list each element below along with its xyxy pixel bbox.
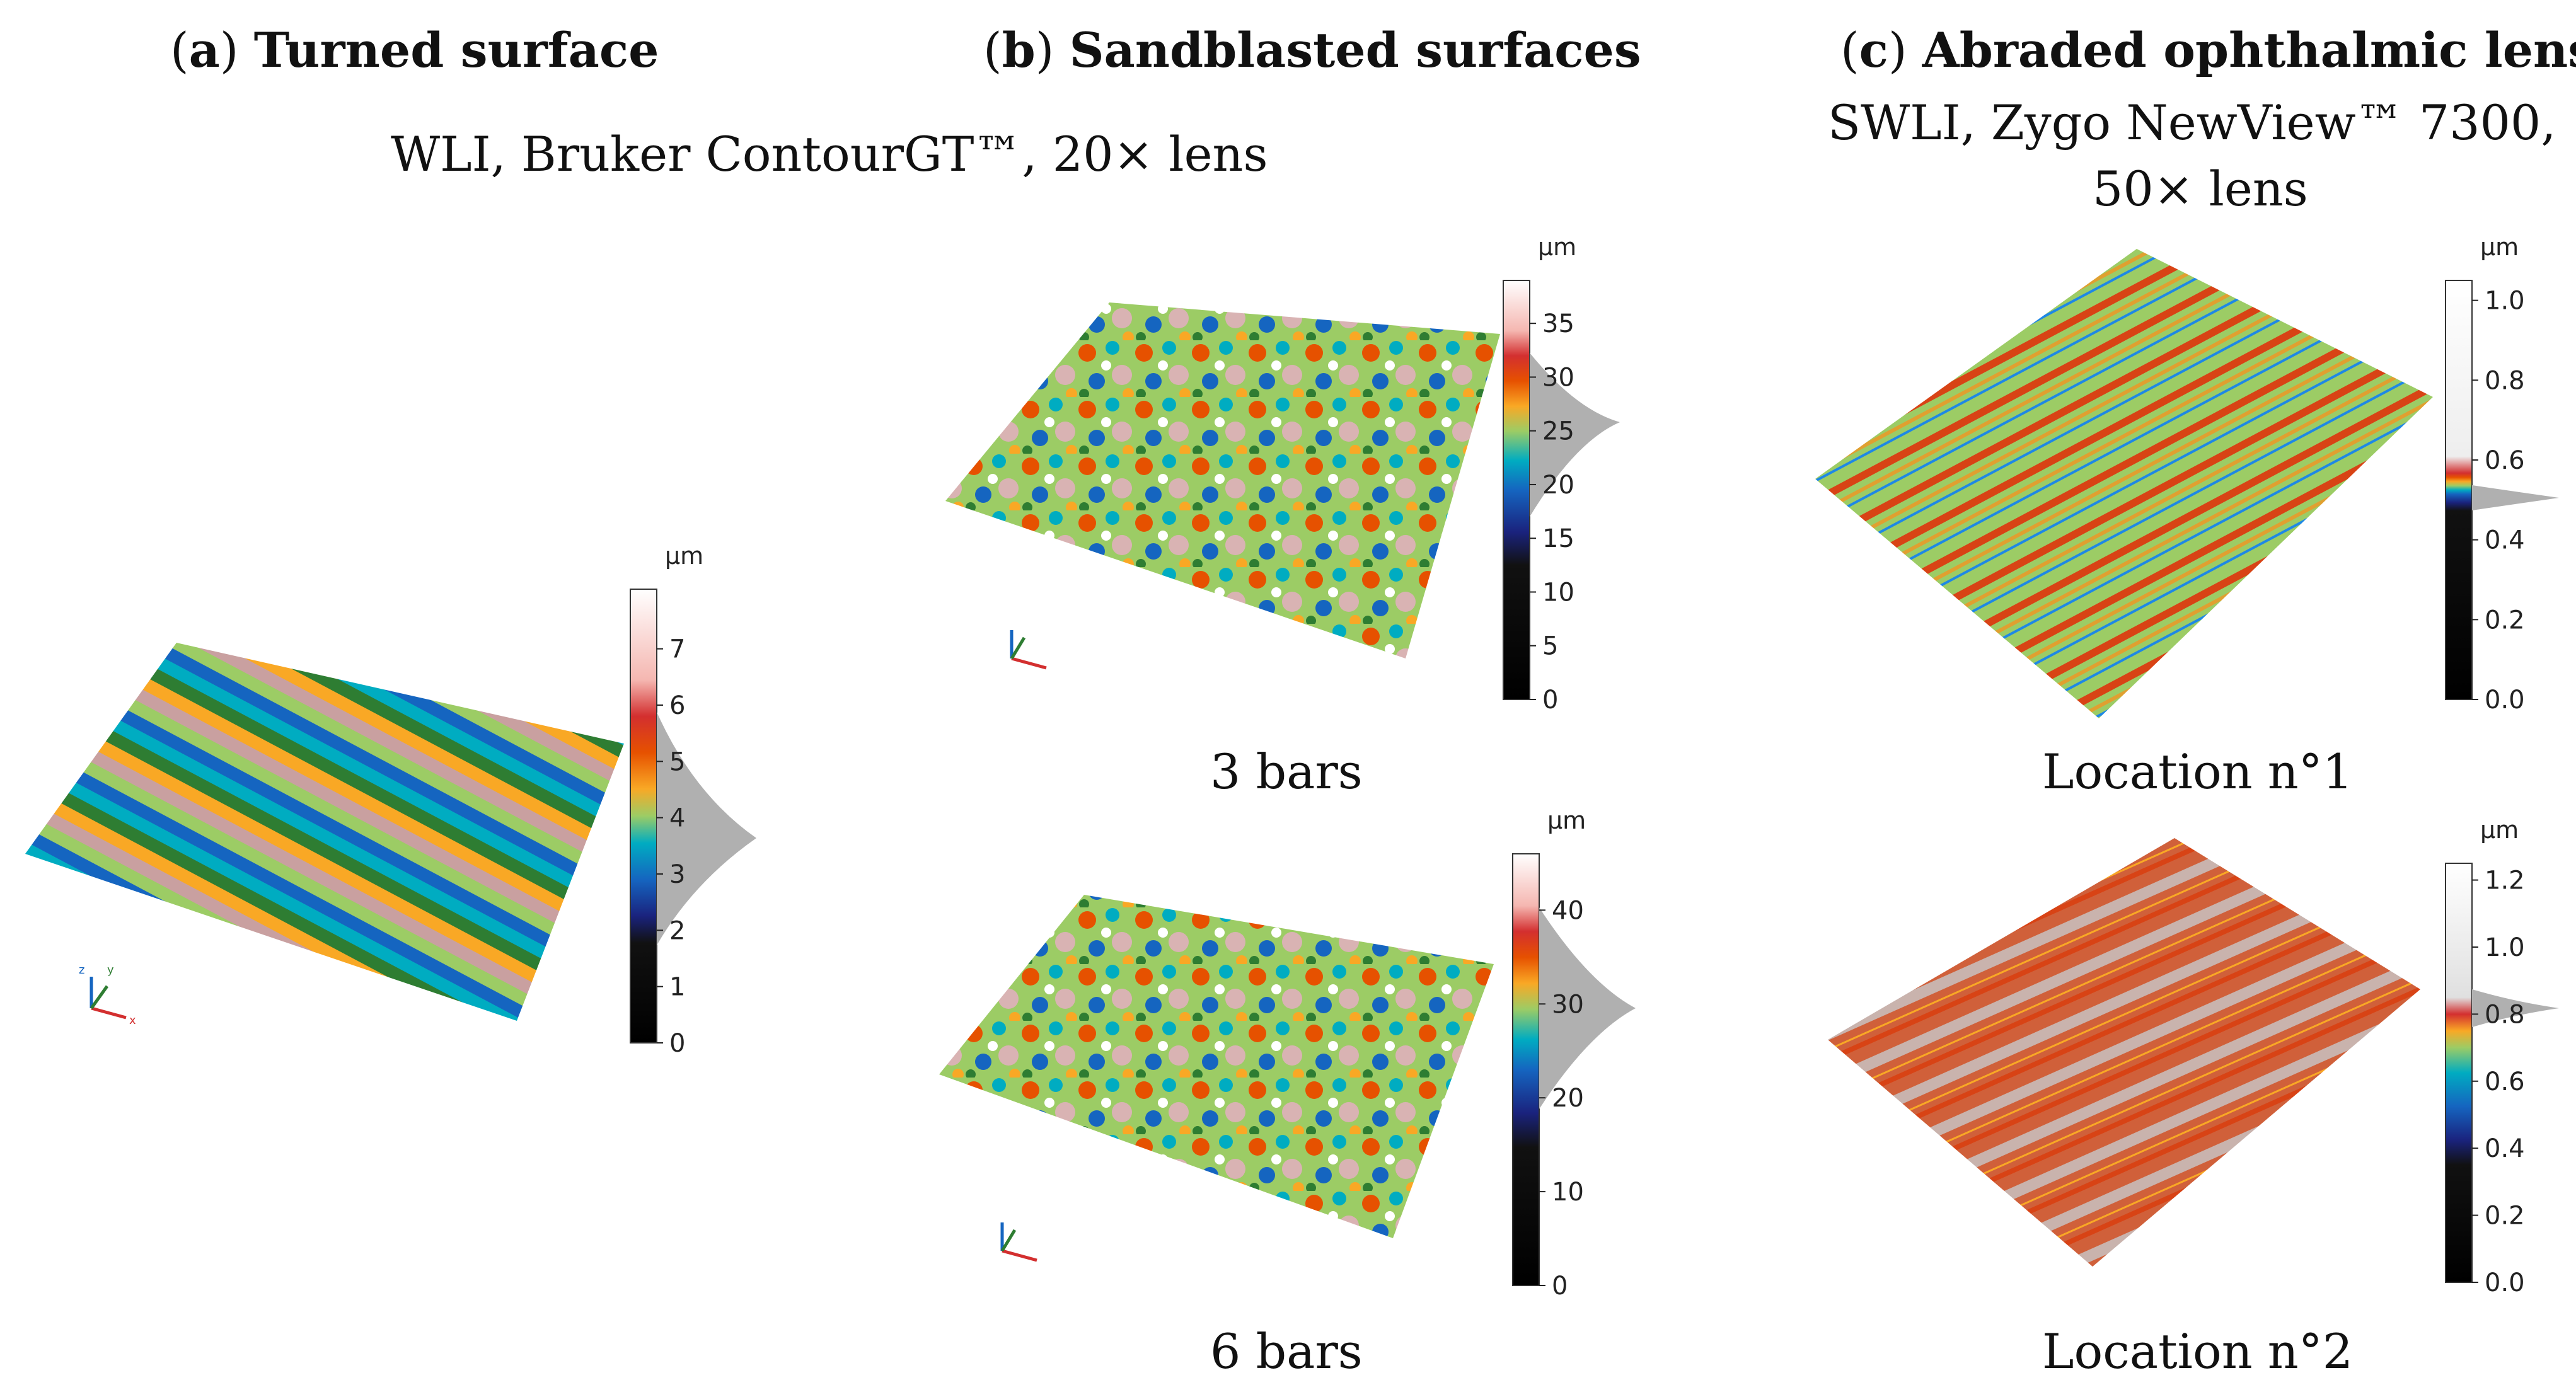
caption-c-top: Location n°1 xyxy=(2042,744,2354,800)
colorbar-tick-label-b1-3: 15 xyxy=(1542,524,1574,553)
colorbar-tick-label-c1-4: 0.8 xyxy=(2485,366,2525,395)
instrument-c-line1: SWLI, Zygo NewView™ 7300, xyxy=(1828,95,2556,151)
colorbar-tick-label-c2-0: 0.0 xyxy=(2485,1268,2525,1297)
caption-b-bottom: 6 bars xyxy=(1210,1323,1363,1379)
colorbar-tick-label-b2-3: 30 xyxy=(1552,990,1584,1019)
colorbar-tick-label-a-4: 4 xyxy=(669,804,685,833)
colorbar-tick-label-a-1: 1 xyxy=(669,973,685,1002)
histogram-a xyxy=(657,712,756,945)
histogram-b1 xyxy=(1530,353,1620,517)
ticks-c1: 0.0 0.2 0.4 0.6 0.8 1.0 xyxy=(2472,287,2525,715)
caption-b-top: 3 bars xyxy=(1210,744,1363,800)
colorbar-tick-label-b1-4: 20 xyxy=(1542,471,1574,500)
colorbar-tick-label-b2-1: 10 xyxy=(1552,1178,1584,1207)
unit-c1: µm xyxy=(2480,233,2519,261)
colorbar-tick-label-c1-3: 0.6 xyxy=(2485,446,2525,475)
surface-a xyxy=(25,643,624,1021)
axis-triad-b2 xyxy=(1000,1222,1037,1262)
ticks-c2: 0.0 0.2 0.4 0.6 0.8 1.0 1.2 xyxy=(2472,866,2525,1297)
colorbar-tick-label-c2-6: 1.2 xyxy=(2485,866,2525,895)
ticks-b2: 0 10 20 30 40 xyxy=(1539,896,1584,1301)
axis-triad-a xyxy=(90,977,127,1020)
colorbar-b2 xyxy=(1512,853,1540,1286)
unit-b2: µm xyxy=(1547,807,1586,834)
histogram-b2 xyxy=(1539,907,1636,1109)
colorbar-tick-label-b2-2: 20 xyxy=(1552,1084,1584,1113)
colorbar-tick-label-c1-2: 0.4 xyxy=(2485,526,2525,555)
colorbar-b1 xyxy=(1503,280,1530,700)
histogram-c1 xyxy=(2472,485,2559,510)
surface-c1 xyxy=(1815,249,2433,718)
colorbar-tick-label-b2-0: 0 xyxy=(1552,1272,1568,1301)
surface-b1 xyxy=(945,302,1500,658)
axis-label-z-a: z xyxy=(79,963,84,977)
panel-b-title: (b) Sandblasted surfaces xyxy=(983,22,1641,78)
colorbar-a xyxy=(630,589,657,1043)
panel-a-title: (a) Turned surface xyxy=(170,22,659,78)
unit-b1: µm xyxy=(1538,233,1576,261)
colorbar-c1 xyxy=(2445,280,2473,700)
colorbar-tick-label-c2-4: 0.8 xyxy=(2485,1000,2525,1029)
colorbar-tick-label-c2-5: 1.0 xyxy=(2485,933,2525,962)
colorbar-tick-label-c1-1: 0.2 xyxy=(2485,606,2525,635)
unit-c2: µm xyxy=(2480,816,2519,844)
colorbar-tick-label-c2-2: 0.4 xyxy=(2485,1134,2525,1163)
histogram-c2 xyxy=(2472,989,2559,1027)
panel-c-title: (c) Abraded ophthalmic lens xyxy=(1840,22,2576,78)
colorbar-tick-label-c1-5: 1.0 xyxy=(2485,287,2525,316)
colorbar-tick-label-a-6: 6 xyxy=(669,691,685,720)
caption-c-bottom: Location n°2 xyxy=(2042,1323,2354,1379)
surface-b2 xyxy=(939,895,1494,1238)
instrument-ab: WLI, Bruker ContourGT™, 20× lens xyxy=(391,126,1268,182)
colorbar-tick-label-c2-3: 0.6 xyxy=(2485,1067,2525,1096)
colorbar-tick-label-a-0: 0 xyxy=(669,1029,685,1058)
colorbar-tick-label-c1-0: 0.0 xyxy=(2485,686,2525,715)
colorbar-tick-label-a-3: 3 xyxy=(669,860,685,889)
colorbar-tick-label-a-5: 5 xyxy=(669,747,685,776)
colorbar-tick-label-b1-6: 30 xyxy=(1542,363,1574,392)
colorbar-tick-label-b1-5: 25 xyxy=(1542,417,1574,446)
axis-label-y-a: y xyxy=(107,963,114,977)
colorbar-tick-label-a-2: 2 xyxy=(669,916,685,945)
surface-c2 xyxy=(1828,838,2420,1267)
axis-triad-b1 xyxy=(1010,630,1047,670)
colorbar-tick-label-b1-0: 0 xyxy=(1542,686,1558,715)
colorbar-tick-label-c2-1: 0.2 xyxy=(2485,1202,2525,1231)
colorbar-tick-label-b2-4: 40 xyxy=(1552,896,1584,925)
colorbar-tick-label-b1-1: 5 xyxy=(1542,632,1558,661)
colorbar-tick-label-b1-2: 10 xyxy=(1542,578,1574,607)
colorbar-tick-label-b1-7: 35 xyxy=(1542,309,1574,338)
instrument-c-line2: 50× lens xyxy=(2093,161,2308,217)
ticks-b1: 0 5 10 15 20 25 30 35 xyxy=(1530,309,1574,715)
axis-label-x-a: x xyxy=(129,1014,136,1027)
ticks-a: 0 1 2 3 4 5 6 7 xyxy=(657,635,685,1058)
unit-a: µm xyxy=(665,542,703,570)
colorbar-c2 xyxy=(2445,863,2473,1283)
colorbar-tick-label-a-7: 7 xyxy=(669,635,685,664)
